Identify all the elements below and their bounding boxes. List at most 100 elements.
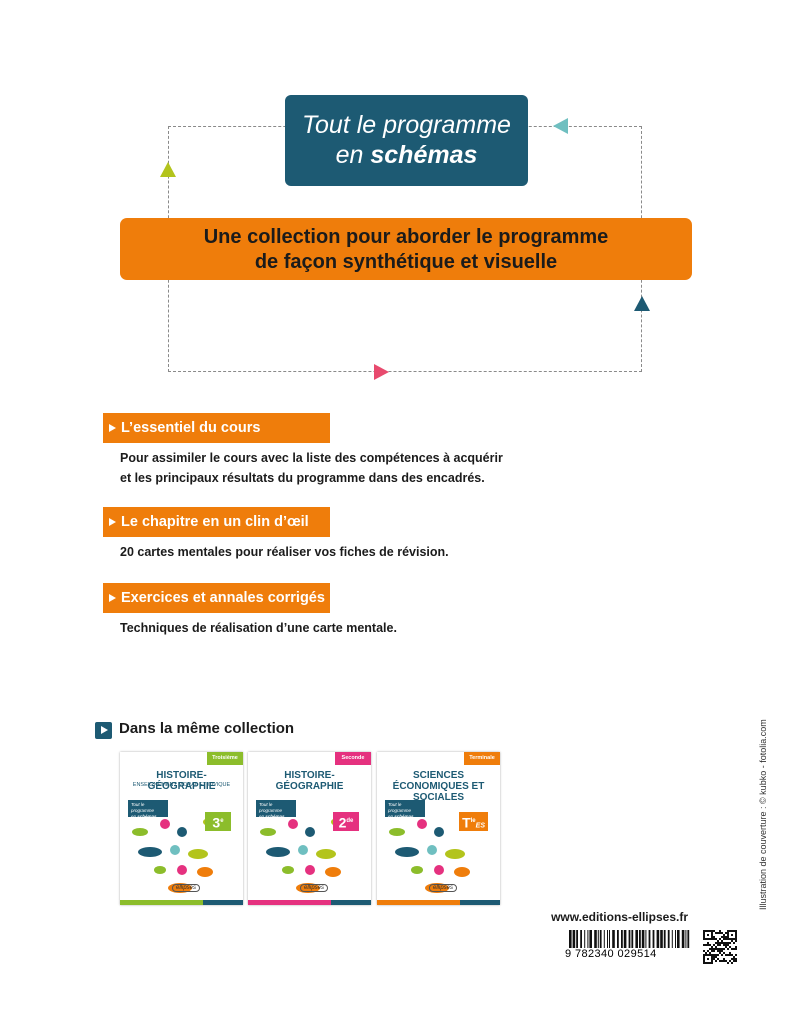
bar	[599, 930, 602, 950]
qr-cell	[723, 944, 725, 946]
qr-cell	[729, 946, 731, 948]
qr-cell	[733, 938, 735, 940]
bar	[660, 930, 663, 950]
arrow	[374, 364, 389, 380]
qr-cell	[715, 948, 717, 950]
qr-cell	[711, 958, 713, 960]
qr-cell	[729, 942, 731, 944]
qr-cell	[735, 932, 737, 934]
bar	[675, 930, 676, 950]
map-node	[434, 827, 444, 837]
qr-cell	[727, 954, 729, 956]
map-node	[417, 819, 427, 829]
qr-cell	[711, 932, 713, 934]
qr-cell	[703, 934, 705, 936]
bar	[652, 930, 655, 950]
arrow	[160, 162, 176, 177]
level-tag: Seconde	[335, 752, 371, 765]
map-node	[260, 828, 276, 836]
section-text: 20 cartes mentales pour réaliser vos fic…	[120, 542, 449, 562]
map-node	[177, 827, 187, 837]
qr-cell	[711, 930, 713, 932]
qr-cell	[725, 942, 727, 944]
qr-cell	[717, 954, 719, 956]
bar	[663, 930, 666, 950]
qr-cell	[715, 932, 717, 934]
qr-cell	[713, 948, 715, 950]
qr-cell	[703, 944, 705, 946]
qr-cell	[725, 932, 727, 934]
website: www.editions-ellipses.fr	[551, 910, 688, 924]
book-title: HISTOIRE-GÉOGRAPHIE	[275, 770, 344, 792]
qr-cell	[727, 942, 729, 944]
banner: Une collection pour aborder le programme…	[120, 218, 692, 280]
bar	[612, 930, 615, 950]
map-node	[411, 866, 423, 874]
barcode	[569, 930, 690, 950]
qr-cell	[719, 942, 721, 944]
banner-line: de façon synthétique et visuelle	[254, 251, 558, 273]
grade-main: T	[462, 814, 471, 831]
bar	[639, 930, 641, 950]
qr-cell	[711, 948, 713, 950]
book-subtitle: ENSEIGNEMENT MORAL ET CIVIQUE	[132, 782, 231, 788]
qr-code	[703, 930, 737, 964]
qr-cell	[705, 938, 707, 940]
bar	[677, 930, 680, 950]
qr-cell	[731, 938, 733, 940]
qr-cell	[717, 944, 719, 946]
qr-cell	[735, 936, 737, 938]
publisher-logo: ellipses	[172, 884, 201, 892]
qr-cell	[713, 958, 715, 960]
qr-cell	[735, 934, 737, 936]
qr-cell	[719, 950, 721, 952]
map-node	[305, 827, 315, 837]
bar	[687, 930, 690, 950]
qr-cell	[727, 962, 729, 964]
play-icon	[95, 722, 112, 739]
qr-cell	[703, 930, 705, 932]
qr-cell	[707, 944, 709, 946]
qr-cell	[717, 948, 719, 950]
qr-cell	[727, 938, 729, 940]
color-band	[120, 900, 243, 905]
bar	[641, 930, 645, 950]
grade: TleES	[459, 812, 488, 831]
qr-cell	[727, 934, 729, 936]
bar	[685, 930, 687, 950]
map-node	[177, 865, 187, 875]
qr-cell	[719, 938, 721, 940]
map-node	[445, 849, 465, 859]
qr-cell	[717, 950, 719, 952]
map-node	[197, 867, 213, 877]
qr-cell	[733, 948, 735, 950]
qr-cell	[733, 930, 735, 932]
qr-cell	[735, 948, 737, 950]
qr-cell	[711, 962, 713, 964]
map-node	[427, 845, 437, 855]
qr-cell	[703, 936, 705, 938]
bar	[648, 930, 651, 950]
qr-cell	[709, 938, 711, 940]
qr-cell	[719, 944, 721, 946]
qr-cell	[721, 940, 723, 942]
qr-cell	[723, 958, 725, 960]
qr-cell	[711, 956, 713, 958]
section-label: Exercices et annales corrigés	[103, 583, 330, 613]
qr-cell	[719, 960, 721, 962]
map-node	[325, 867, 341, 877]
book-cover: Seconde HISTOIRE-GÉOGRAPHIE Tout le progra…	[248, 752, 371, 905]
qr-cell	[735, 940, 737, 942]
series-line: Tout le programme	[259, 802, 283, 813]
qr-cell	[707, 934, 709, 936]
bar	[589, 930, 592, 950]
qr-cell	[715, 956, 717, 958]
qr-cell	[731, 930, 733, 932]
qr-cell	[735, 938, 737, 940]
map-node	[298, 845, 308, 855]
grade-sup: le	[470, 818, 476, 824]
grade-sup: de	[346, 818, 354, 824]
bar	[621, 930, 623, 950]
qr-cell	[731, 934, 733, 936]
bar	[584, 930, 586, 950]
